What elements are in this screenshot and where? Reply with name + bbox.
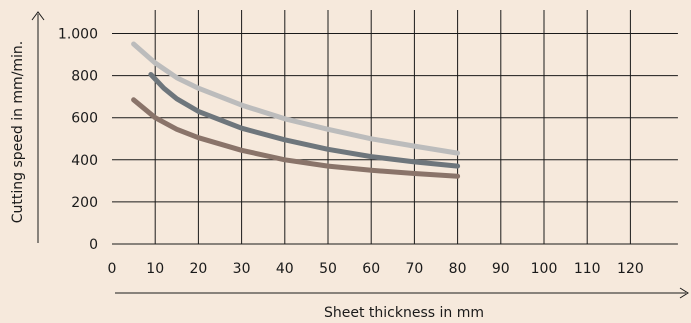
x-tick-label: 80 bbox=[449, 261, 467, 277]
y-tick-label: 0 bbox=[89, 237, 98, 253]
series-lines bbox=[131, 41, 461, 179]
x-tick-label: 100 bbox=[531, 261, 558, 277]
x-tick-label: 70 bbox=[405, 261, 423, 277]
x-axis-title: Sheet thickness in mm bbox=[324, 305, 484, 321]
x-tick-label: 50 bbox=[319, 261, 337, 277]
series-line bbox=[131, 97, 461, 179]
y-tick-label: 600 bbox=[71, 111, 98, 127]
x-tick-label: 10 bbox=[146, 261, 164, 277]
series-line bbox=[148, 72, 461, 169]
axes bbox=[31, 11, 689, 299]
x-tick-label: 110 bbox=[574, 261, 601, 277]
x-axis-arrow-icon bbox=[679, 287, 689, 299]
grid bbox=[112, 10, 678, 245]
x-tick-label: 90 bbox=[492, 261, 510, 277]
x-tick-label: 0 bbox=[108, 261, 117, 277]
y-tick-label: 1.000 bbox=[58, 27, 98, 43]
y-tick-label: 400 bbox=[71, 153, 98, 169]
y-axis-arrow-icon bbox=[31, 11, 45, 21]
x-tick-label: 30 bbox=[233, 261, 251, 277]
x-tick-label: 20 bbox=[189, 261, 207, 277]
tick-labels: 0 10 20 30 40 50 60 70 80 90 100 110 120 0 200 400 600 80… bbox=[58, 27, 644, 278]
series-line bbox=[131, 41, 461, 156]
x-tick-label: 120 bbox=[617, 261, 644, 277]
x-tick-label: 40 bbox=[276, 261, 294, 277]
y-tick-label: 800 bbox=[71, 69, 98, 85]
x-tick-label: 60 bbox=[362, 261, 380, 277]
y-tick-label: 200 bbox=[71, 195, 98, 211]
y-axis-title: Cutting speed in mm/min. bbox=[10, 41, 26, 224]
